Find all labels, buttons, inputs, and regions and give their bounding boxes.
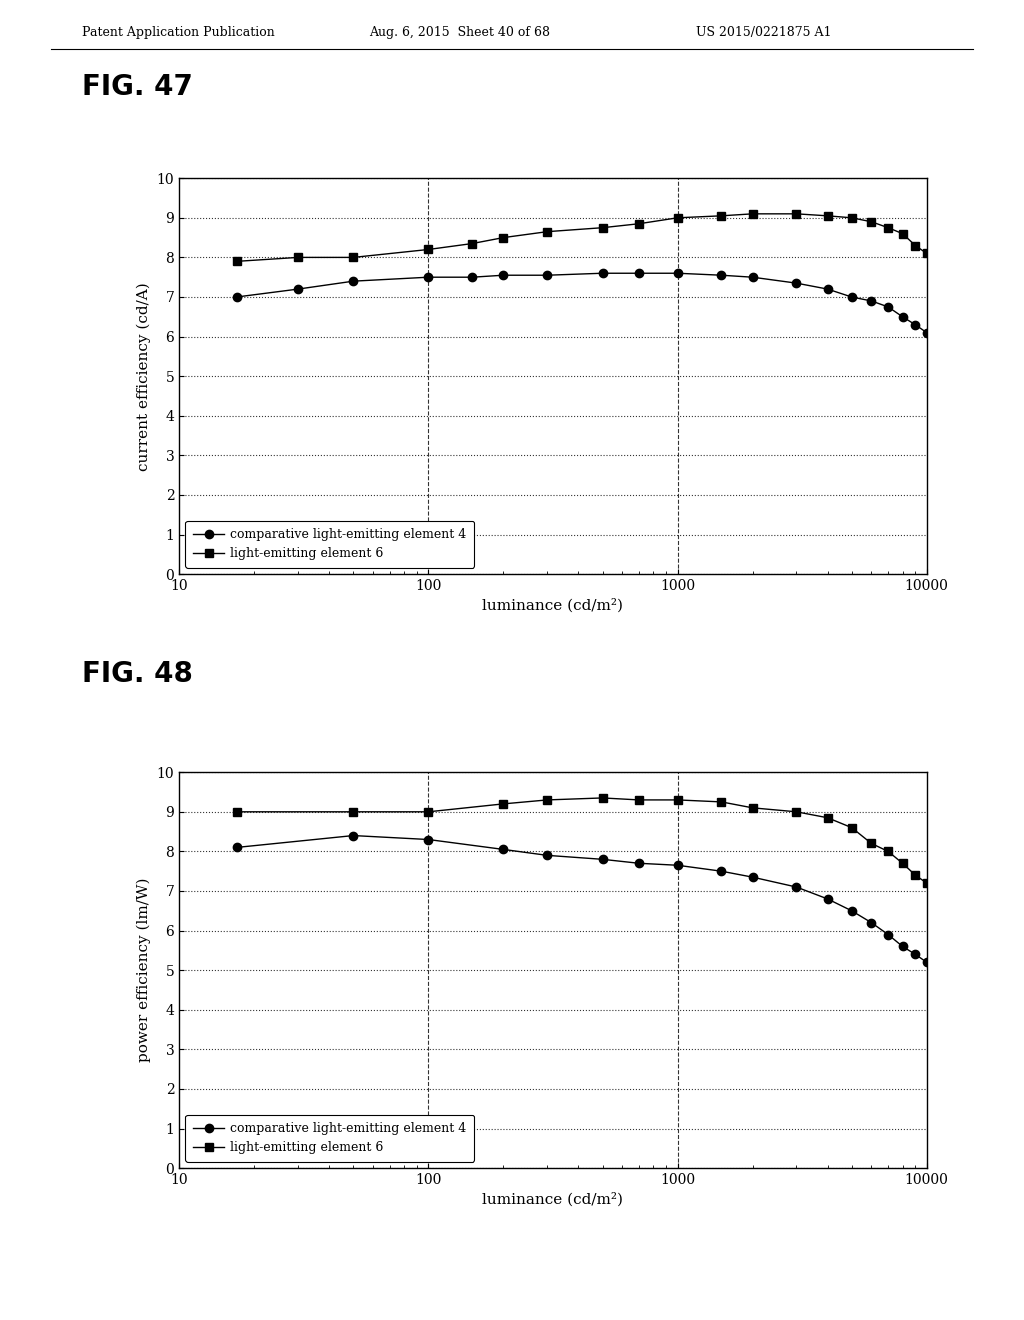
Line: light-emitting element 6: light-emitting element 6 [232, 210, 931, 265]
light-emitting element 6 [716, 207, 728, 223]
light-emitting element 6 [230, 253, 243, 269]
comparative light-emitting element 4 [716, 267, 728, 284]
comparative light-emitting element 4 [672, 858, 684, 874]
comparative light-emitting element 4 [909, 317, 922, 333]
comparative light-emitting element 4 [821, 891, 834, 907]
comparative light-emitting element 4 [882, 927, 894, 942]
Text: Aug. 6, 2015  Sheet 40 of 68: Aug. 6, 2015 Sheet 40 of 68 [369, 26, 550, 40]
light-emitting element 6 [746, 800, 759, 816]
Line: comparative light-emitting element 4: comparative light-emitting element 4 [232, 832, 931, 966]
light-emitting element 6 [596, 789, 608, 805]
Text: FIG. 48: FIG. 48 [82, 660, 193, 688]
comparative light-emitting element 4 [921, 954, 933, 970]
light-emitting element 6 [746, 206, 759, 222]
comparative light-emitting element 4 [909, 946, 922, 962]
X-axis label: luminance (cd/m²): luminance (cd/m²) [482, 1192, 624, 1206]
comparative light-emitting element 4 [921, 325, 933, 341]
comparative light-emitting element 4 [347, 828, 359, 843]
comparative light-emitting element 4 [596, 851, 608, 867]
light-emitting element 6 [422, 242, 434, 257]
comparative light-emitting element 4 [746, 269, 759, 285]
light-emitting element 6 [596, 219, 608, 235]
comparative light-emitting element 4 [230, 840, 243, 855]
light-emitting element 6 [821, 810, 834, 826]
Legend: comparative light-emitting element 4, light-emitting element 6: comparative light-emitting element 4, li… [185, 1114, 474, 1162]
comparative light-emitting element 4 [498, 267, 510, 284]
Text: US 2015/0221875 A1: US 2015/0221875 A1 [696, 26, 831, 40]
light-emitting element 6 [846, 210, 858, 226]
light-emitting element 6 [821, 207, 834, 223]
light-emitting element 6 [347, 804, 359, 820]
X-axis label: luminance (cd/m²): luminance (cd/m²) [482, 598, 624, 612]
light-emitting element 6 [672, 210, 684, 226]
comparative light-emitting element 4 [672, 265, 684, 281]
comparative light-emitting element 4 [896, 309, 908, 325]
light-emitting element 6 [865, 214, 878, 230]
light-emitting element 6 [909, 867, 922, 883]
comparative light-emitting element 4 [230, 289, 243, 305]
light-emitting element 6 [230, 804, 243, 820]
light-emitting element 6 [716, 795, 728, 810]
comparative light-emitting element 4 [865, 915, 878, 931]
comparative light-emitting element 4 [633, 855, 645, 871]
Line: light-emitting element 6: light-emitting element 6 [232, 793, 931, 887]
light-emitting element 6 [633, 792, 645, 808]
comparative light-emitting element 4 [821, 281, 834, 297]
light-emitting element 6 [498, 796, 510, 812]
comparative light-emitting element 4 [541, 847, 553, 863]
Text: FIG. 47: FIG. 47 [82, 73, 193, 100]
Text: Patent Application Publication: Patent Application Publication [82, 26, 274, 40]
comparative light-emitting element 4 [422, 832, 434, 847]
light-emitting element 6 [909, 238, 922, 253]
light-emitting element 6 [896, 855, 908, 871]
light-emitting element 6 [466, 235, 478, 251]
light-emitting element 6 [921, 875, 933, 891]
comparative light-emitting element 4 [716, 863, 728, 879]
comparative light-emitting element 4 [746, 870, 759, 886]
comparative light-emitting element 4 [896, 939, 908, 954]
light-emitting element 6 [541, 224, 553, 240]
light-emitting element 6 [672, 792, 684, 808]
comparative light-emitting element 4 [347, 273, 359, 289]
comparative light-emitting element 4 [541, 267, 553, 284]
comparative light-emitting element 4 [596, 265, 608, 281]
light-emitting element 6 [292, 249, 304, 265]
comparative light-emitting element 4 [422, 269, 434, 285]
comparative light-emitting element 4 [633, 265, 645, 281]
Y-axis label: current efficiency (cd/A): current efficiency (cd/A) [137, 282, 152, 470]
light-emitting element 6 [791, 206, 803, 222]
light-emitting element 6 [633, 215, 645, 232]
light-emitting element 6 [541, 792, 553, 808]
comparative light-emitting element 4 [865, 293, 878, 309]
comparative light-emitting element 4 [846, 289, 858, 305]
comparative light-emitting element 4 [466, 269, 478, 285]
light-emitting element 6 [846, 820, 858, 836]
light-emitting element 6 [347, 249, 359, 265]
Y-axis label: power efficiency (lm/W): power efficiency (lm/W) [137, 878, 152, 1063]
light-emitting element 6 [882, 219, 894, 235]
Legend: comparative light-emitting element 4, light-emitting element 6: comparative light-emitting element 4, li… [185, 520, 474, 568]
light-emitting element 6 [498, 230, 510, 246]
light-emitting element 6 [865, 836, 878, 851]
comparative light-emitting element 4 [498, 842, 510, 858]
light-emitting element 6 [791, 804, 803, 820]
comparative light-emitting element 4 [846, 903, 858, 919]
light-emitting element 6 [921, 246, 933, 261]
light-emitting element 6 [422, 804, 434, 820]
comparative light-emitting element 4 [791, 276, 803, 292]
comparative light-emitting element 4 [292, 281, 304, 297]
light-emitting element 6 [896, 226, 908, 242]
Line: comparative light-emitting element 4: comparative light-emitting element 4 [232, 269, 931, 337]
light-emitting element 6 [882, 843, 894, 859]
comparative light-emitting element 4 [882, 300, 894, 315]
comparative light-emitting element 4 [791, 879, 803, 895]
